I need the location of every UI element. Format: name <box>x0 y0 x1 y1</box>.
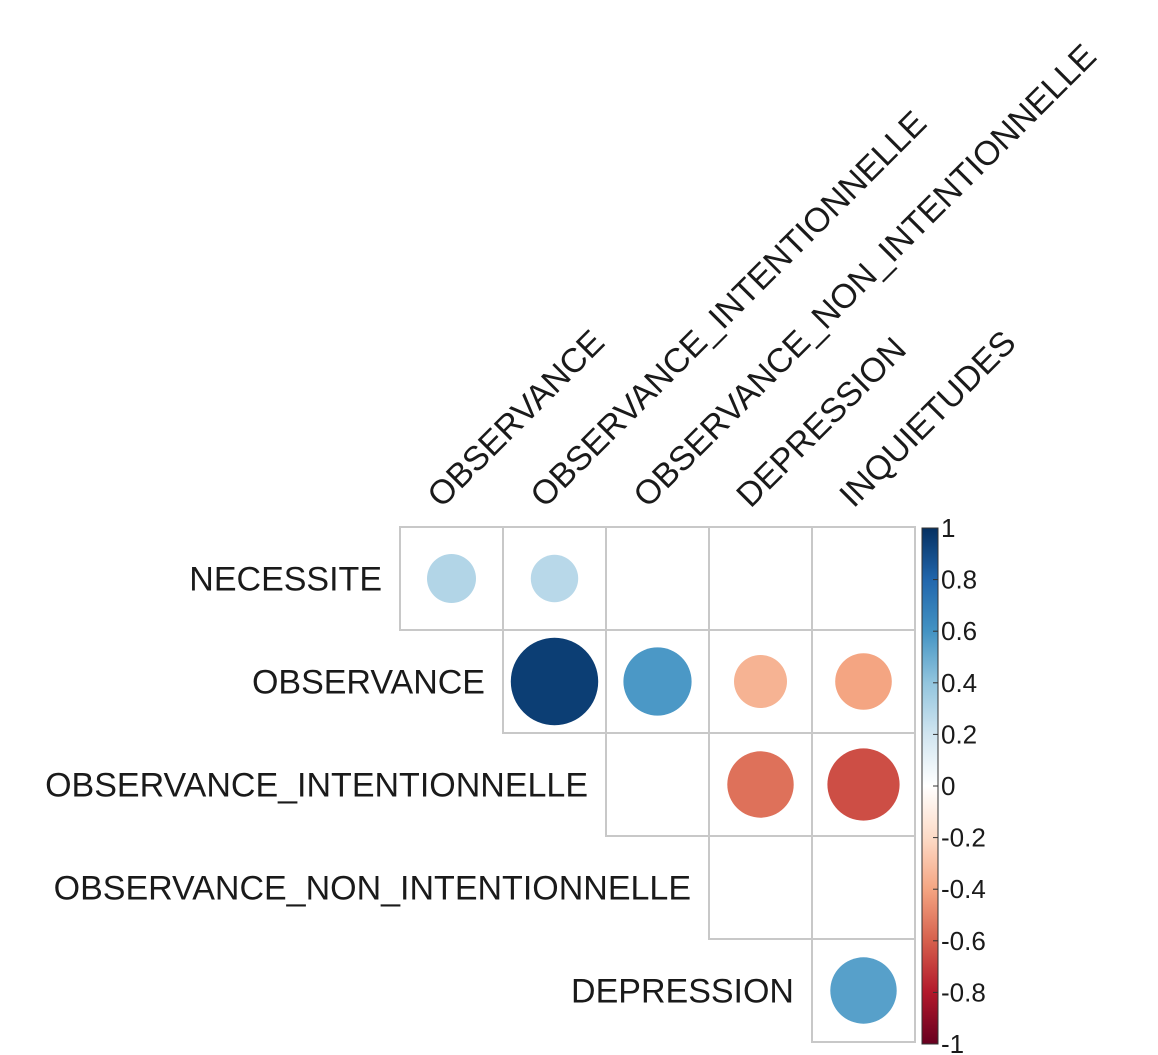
colorbar-tick-label: 0 <box>941 771 955 801</box>
grid-cell <box>605 526 710 631</box>
colorbar-tick-label: -0.2 <box>941 823 986 853</box>
correlation-circle <box>835 653 892 710</box>
grid-cell <box>708 526 813 631</box>
correlation-circle <box>427 554 476 603</box>
row-label: OBSERVANCE <box>252 664 485 702</box>
colorbar-tick-label: 0.6 <box>941 616 977 646</box>
cell-grid <box>399 526 916 1043</box>
correlation-circle <box>530 554 579 603</box>
correlation-circle <box>827 748 900 821</box>
row-label: DEPRESSION <box>571 973 794 1011</box>
grid-cell <box>708 835 813 940</box>
colorbar-tick-label: 0.4 <box>941 668 977 698</box>
colorbar-tick-label: -0.6 <box>941 926 986 956</box>
correlation-circle <box>623 647 692 716</box>
row-label: NECESSITE <box>189 561 382 599</box>
column-label: OBSERVANCE_NON_INTENTIONNELLE <box>626 37 1104 515</box>
row-label: OBSERVANCE_INTENTIONNELLE <box>45 767 588 805</box>
column-labels: OBSERVANCEOBSERVANCE_INTENTIONNELLEOBSER… <box>420 37 1104 515</box>
row-label: OBSERVANCE_NON_INTENTIONNELLE <box>54 870 691 908</box>
colorbar-tick-label: 1 <box>941 513 955 543</box>
color-legend: 1 0.8 0.6 0.4 0.2 0 -0.2 -0.4 -0.6 -0.8 -1 <box>921 513 986 1055</box>
grid-cell <box>811 526 916 631</box>
colorbar-tick-label: -0.4 <box>941 874 986 904</box>
grid-cell <box>811 835 916 940</box>
colorbar-tick-label: 0.8 <box>941 565 977 595</box>
grid-cell <box>811 938 916 1043</box>
grid-cell <box>605 732 710 837</box>
column-label: INQUIETUDES <box>832 323 1023 514</box>
colorbar-tick-label: -1 <box>941 1029 964 1055</box>
colorbar-tick-label: 0.2 <box>941 719 977 749</box>
correlation-circles <box>427 554 900 1024</box>
column-label: OBSERVANCE <box>420 323 612 515</box>
correlation-circle <box>734 655 787 708</box>
correlation-circle <box>830 957 897 1024</box>
colorbar-tick-label: -0.8 <box>941 977 986 1007</box>
correlation-circle <box>510 637 599 726</box>
correlation-circle <box>727 751 794 818</box>
row-labels: NECESSITE OBSERVANCE OBSERVANCE_INTENTIONN… <box>45 561 794 1011</box>
